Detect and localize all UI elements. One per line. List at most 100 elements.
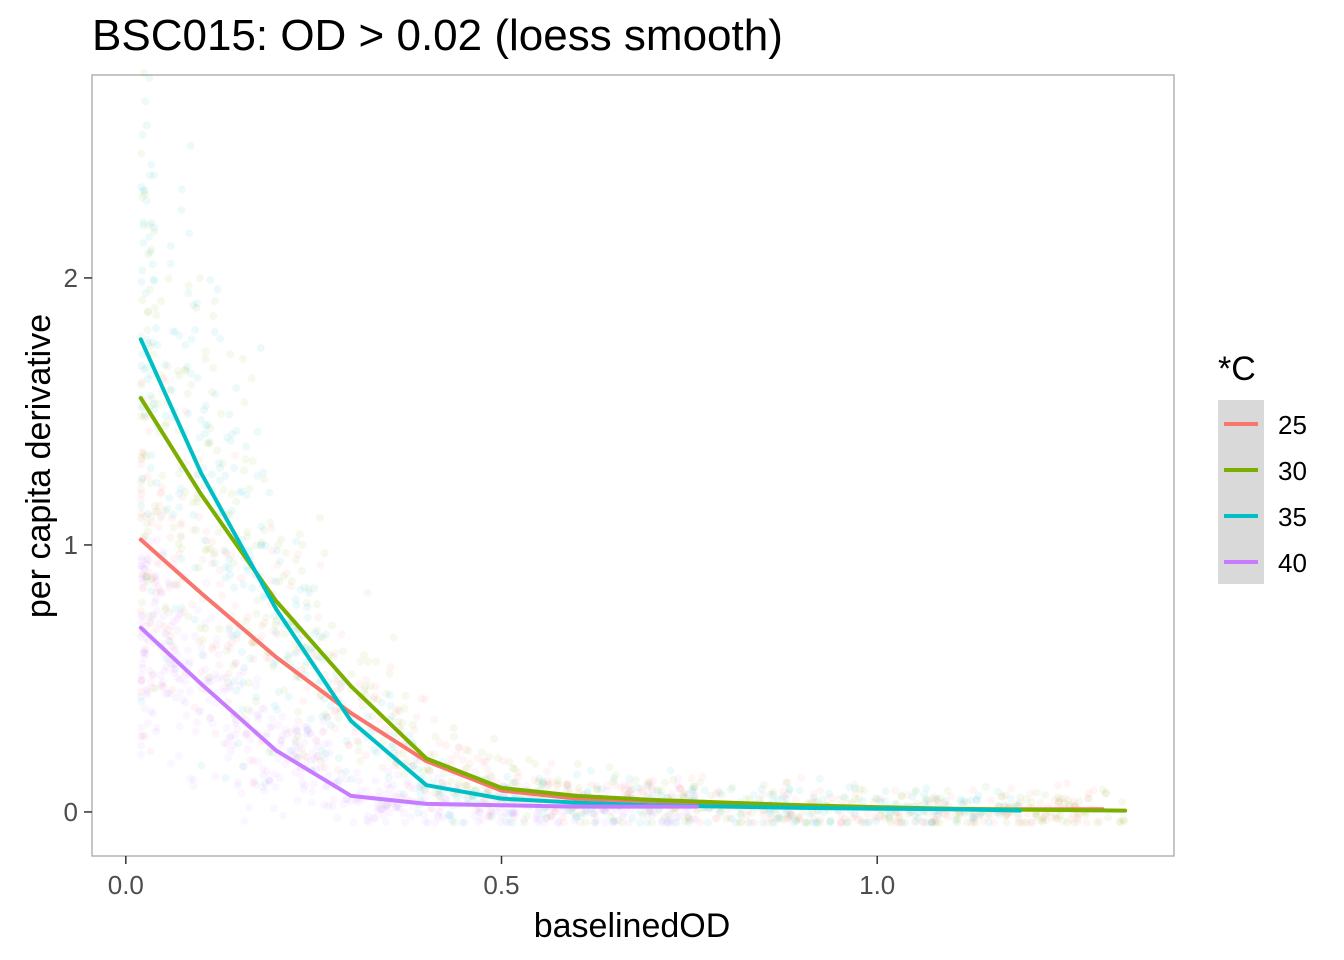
scatter-point xyxy=(259,770,268,779)
scatter-point xyxy=(971,818,979,827)
scatter-point xyxy=(766,813,775,822)
scatter-point xyxy=(674,774,683,783)
scatter-point xyxy=(198,636,207,644)
scatter-point xyxy=(364,818,373,827)
scatter-point xyxy=(157,682,166,691)
scatter-point xyxy=(593,785,602,794)
scatter-point xyxy=(794,814,803,822)
scatter-point xyxy=(334,676,343,685)
scatter-point xyxy=(140,69,148,78)
scatter-point xyxy=(152,324,160,333)
scatter-point xyxy=(787,808,796,817)
scatter-point xyxy=(908,793,917,801)
scatter-point xyxy=(138,186,147,195)
scatter-point xyxy=(1041,791,1050,800)
scatter-point xyxy=(198,651,207,659)
scatter-point xyxy=(260,786,269,795)
scatter-point xyxy=(161,377,170,385)
scatter-point xyxy=(260,526,269,535)
scatter-point xyxy=(449,724,458,732)
scatter-point xyxy=(885,814,894,823)
scatter-point xyxy=(356,657,365,666)
scatter-point xyxy=(795,815,804,824)
scatter-point xyxy=(413,765,422,774)
scatter-point xyxy=(203,421,212,430)
scatter-point xyxy=(691,815,700,824)
scatter-point xyxy=(243,532,252,541)
scatter-point xyxy=(545,780,553,789)
scatter-point xyxy=(285,746,294,755)
scatter-point xyxy=(210,559,219,568)
scatter-point xyxy=(471,767,479,776)
scatter-point xyxy=(176,609,185,618)
scatter-point xyxy=(669,775,678,784)
scatter-point xyxy=(274,687,283,696)
scatter-point xyxy=(982,783,991,791)
scatter-point xyxy=(334,713,343,722)
scatter-point xyxy=(1060,794,1069,803)
scatter-point xyxy=(512,808,521,817)
scatter-point xyxy=(312,600,321,609)
scatter-point xyxy=(164,274,173,283)
scatter-point xyxy=(280,686,289,695)
scatter-point xyxy=(235,488,244,497)
scatter-point xyxy=(184,289,193,298)
scatter-point xyxy=(226,747,235,755)
scatter-point xyxy=(174,611,183,620)
scatter-point xyxy=(271,620,280,629)
scatter-point xyxy=(603,787,611,795)
scatter-point xyxy=(1001,791,1010,800)
scatter-point xyxy=(168,685,177,694)
scatter-point xyxy=(201,665,209,674)
scatter-point xyxy=(404,777,413,786)
scatter-point xyxy=(184,612,193,621)
scatter-point xyxy=(1047,813,1056,822)
scatter-point xyxy=(573,759,582,768)
scatter-point xyxy=(291,555,300,564)
scatter-point xyxy=(553,776,562,785)
scatter-point xyxy=(291,768,300,777)
scatter-point xyxy=(149,573,158,582)
scatter-point xyxy=(138,570,147,579)
scatter-point xyxy=(384,773,393,782)
scatter-point xyxy=(920,790,929,799)
scatter-point xyxy=(609,818,618,827)
scatter-point xyxy=(409,761,418,770)
scatter-point xyxy=(254,715,263,724)
scatter-point xyxy=(562,779,571,788)
scatter-point xyxy=(381,790,390,799)
legend-label: 35 xyxy=(1278,502,1307,532)
scatter-point xyxy=(141,289,150,298)
scatter-point xyxy=(543,767,551,776)
scatter-point xyxy=(1054,798,1063,806)
scatter-point xyxy=(672,813,681,822)
scatter-point xyxy=(403,757,412,766)
scatter-point xyxy=(891,818,900,827)
scatter-point xyxy=(156,589,165,597)
scatter-point xyxy=(614,816,623,825)
scatter-point xyxy=(1084,794,1093,803)
scatter-point xyxy=(303,722,312,731)
scatter-point xyxy=(149,350,158,359)
scatter-point xyxy=(873,795,882,804)
scatter-point xyxy=(168,327,177,336)
scatter-point xyxy=(508,818,517,827)
scatter-point xyxy=(434,773,442,782)
scatter-point xyxy=(454,743,463,752)
scatter-point xyxy=(547,813,555,822)
scatter-point xyxy=(371,776,380,785)
scatter-point xyxy=(643,790,652,799)
scatter-point xyxy=(220,687,229,696)
scatter-point xyxy=(260,705,269,713)
scatter-point xyxy=(804,818,812,827)
scatter-point xyxy=(426,750,435,759)
scatter-point xyxy=(142,560,151,569)
scatter-point xyxy=(581,809,590,817)
scatter-point xyxy=(319,717,328,726)
scatter-point xyxy=(389,781,398,790)
scatter-point xyxy=(455,743,464,752)
y-tick-label: 1 xyxy=(64,530,78,560)
scatter-point xyxy=(865,818,873,827)
scatter-point xyxy=(217,591,226,600)
scatter-point xyxy=(344,741,353,750)
